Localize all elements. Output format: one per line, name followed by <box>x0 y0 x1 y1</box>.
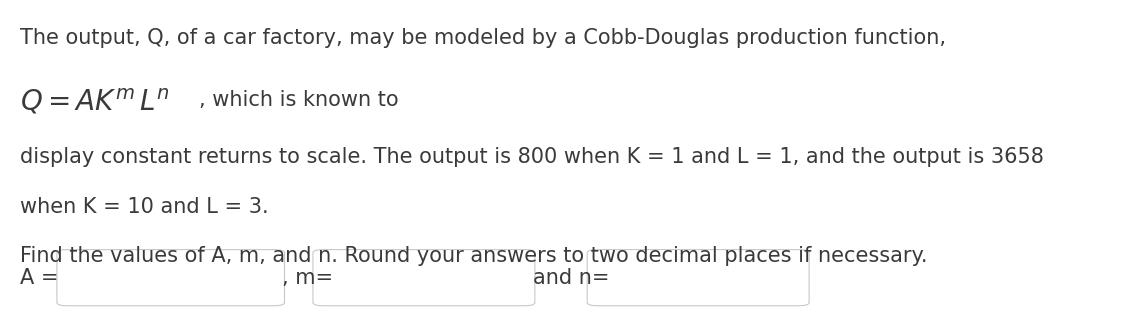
Text: Find the values of A, m, and n. Round your answers to two decimal places if nece: Find the values of A, m, and n. Round yo… <box>20 246 927 266</box>
Text: $Q = AK^{m}\,L^{n}$: $Q = AK^{m}\,L^{n}$ <box>20 87 171 117</box>
FancyBboxPatch shape <box>587 250 809 306</box>
Text: and n=: and n= <box>533 268 609 288</box>
Text: The output, Q, of a car factory, may be modeled by a Cobb-Douglas production fun: The output, Q, of a car factory, may be … <box>20 28 947 48</box>
Text: display constant returns to scale. The output is 800 when K = 1 and L = 1, and t: display constant returns to scale. The o… <box>20 147 1045 167</box>
Text: when K = 10 and L = 3.: when K = 10 and L = 3. <box>20 197 269 217</box>
Text: , m=: , m= <box>282 268 333 288</box>
Text: A =: A = <box>20 268 59 288</box>
Text: , which is known to: , which is known to <box>199 90 398 110</box>
FancyBboxPatch shape <box>57 250 284 306</box>
FancyBboxPatch shape <box>313 250 535 306</box>
